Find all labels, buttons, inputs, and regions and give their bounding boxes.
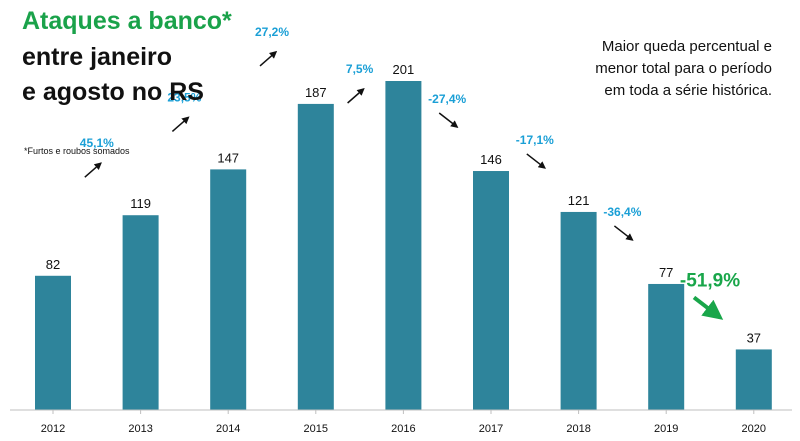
bar-2012 [35, 275, 71, 410]
change-label-2014: 23,5% [167, 90, 201, 104]
value-label-2017: 146 [480, 152, 502, 167]
value-label-2016: 201 [393, 62, 415, 77]
x-tick-label-2013: 2013 [128, 423, 152, 435]
x-tick-label-2019: 2019 [654, 423, 678, 435]
x-tick-label-2017: 2017 [479, 423, 503, 435]
change-arrow-2017 [438, 112, 459, 128]
change-label-2019: -36,4% [603, 205, 641, 219]
bar-2020 [735, 349, 772, 410]
value-label-2020: 37 [747, 330, 761, 345]
x-tick-label-2018: 2018 [566, 423, 590, 435]
change-label-2020: -51,9% [680, 270, 740, 291]
arrows-layer [84, 50, 724, 320]
labels-layer: 82 2012 119 2013 147 2014 187 2015 201 2016 146 201… [41, 25, 766, 435]
change-label-2013: 45,1% [80, 136, 114, 150]
x-tick-label-2020: 2020 [742, 423, 766, 435]
bars-layer [35, 81, 772, 411]
bar-2015 [297, 103, 334, 411]
change-label-2015: 27,2% [255, 25, 289, 39]
x-tick-label-2015: 2015 [304, 423, 328, 435]
footnote: *Furtos e roubos somados [24, 146, 130, 156]
value-label-2018: 121 [568, 193, 590, 208]
bar-2013 [122, 215, 159, 410]
change-arrow-2019 [613, 225, 634, 241]
x-tick-label-2014: 2014 [216, 423, 240, 435]
change-label-2017: -27,4% [428, 92, 466, 106]
change-label-2018: -17,1% [516, 133, 554, 147]
change-label-2016: 7,5% [346, 62, 374, 76]
change-arrow-2020 [692, 295, 724, 320]
value-label-2012: 82 [46, 257, 60, 272]
bar-2014 [210, 169, 247, 410]
change-arrow-2014 [171, 116, 190, 132]
value-label-2013: 119 [130, 196, 151, 211]
title-line-2: entre janeiro [22, 43, 173, 71]
side-note: Maior queda percentual e menor total par… [595, 38, 772, 99]
title-line-3: e agosto no RS [22, 78, 204, 106]
bar-2019 [648, 283, 685, 410]
change-arrow-2016 [347, 88, 365, 104]
x-tick-label-2012: 2012 [41, 423, 65, 435]
value-label-2014: 147 [217, 150, 239, 165]
value-label-2019: 77 [659, 265, 673, 280]
bar-2017 [473, 171, 509, 410]
x-tick-label-2016: 2016 [391, 423, 415, 435]
change-arrow-2013 [84, 162, 102, 178]
value-label-2015: 187 [305, 85, 327, 100]
title-line-1: Ataques a banco* [22, 7, 232, 35]
bar-2016 [385, 81, 422, 410]
bar-2018 [560, 211, 597, 410]
change-arrow-2015 [259, 50, 278, 67]
change-arrow-2018 [526, 153, 546, 169]
